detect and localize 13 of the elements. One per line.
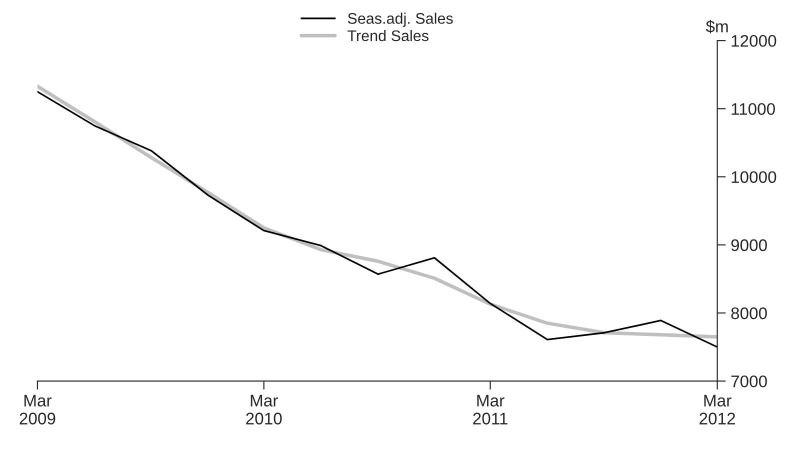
x-tick-label: Mar 2009 [20, 394, 56, 424]
y-axis-title: $m [706, 20, 728, 34]
y-tick-label: 12000 [732, 34, 776, 47]
y-tick-label: 10000 [732, 171, 776, 183]
legend-label: Trend Sales [348, 30, 428, 42]
x-tick-label: Mar 2010 [246, 394, 282, 424]
x-tick-label: Mar 2012 [700, 394, 736, 424]
y-tick-label: 9000 [731, 239, 767, 252]
y-tick-label: 8000 [731, 307, 767, 320]
legend-label: Seas.adj. Sales [348, 12, 453, 27]
x-tick-label: Mar 2011 [473, 394, 508, 424]
y-tick-label: 7000 [731, 375, 767, 388]
y-tick-label: 11000 [732, 103, 775, 115]
